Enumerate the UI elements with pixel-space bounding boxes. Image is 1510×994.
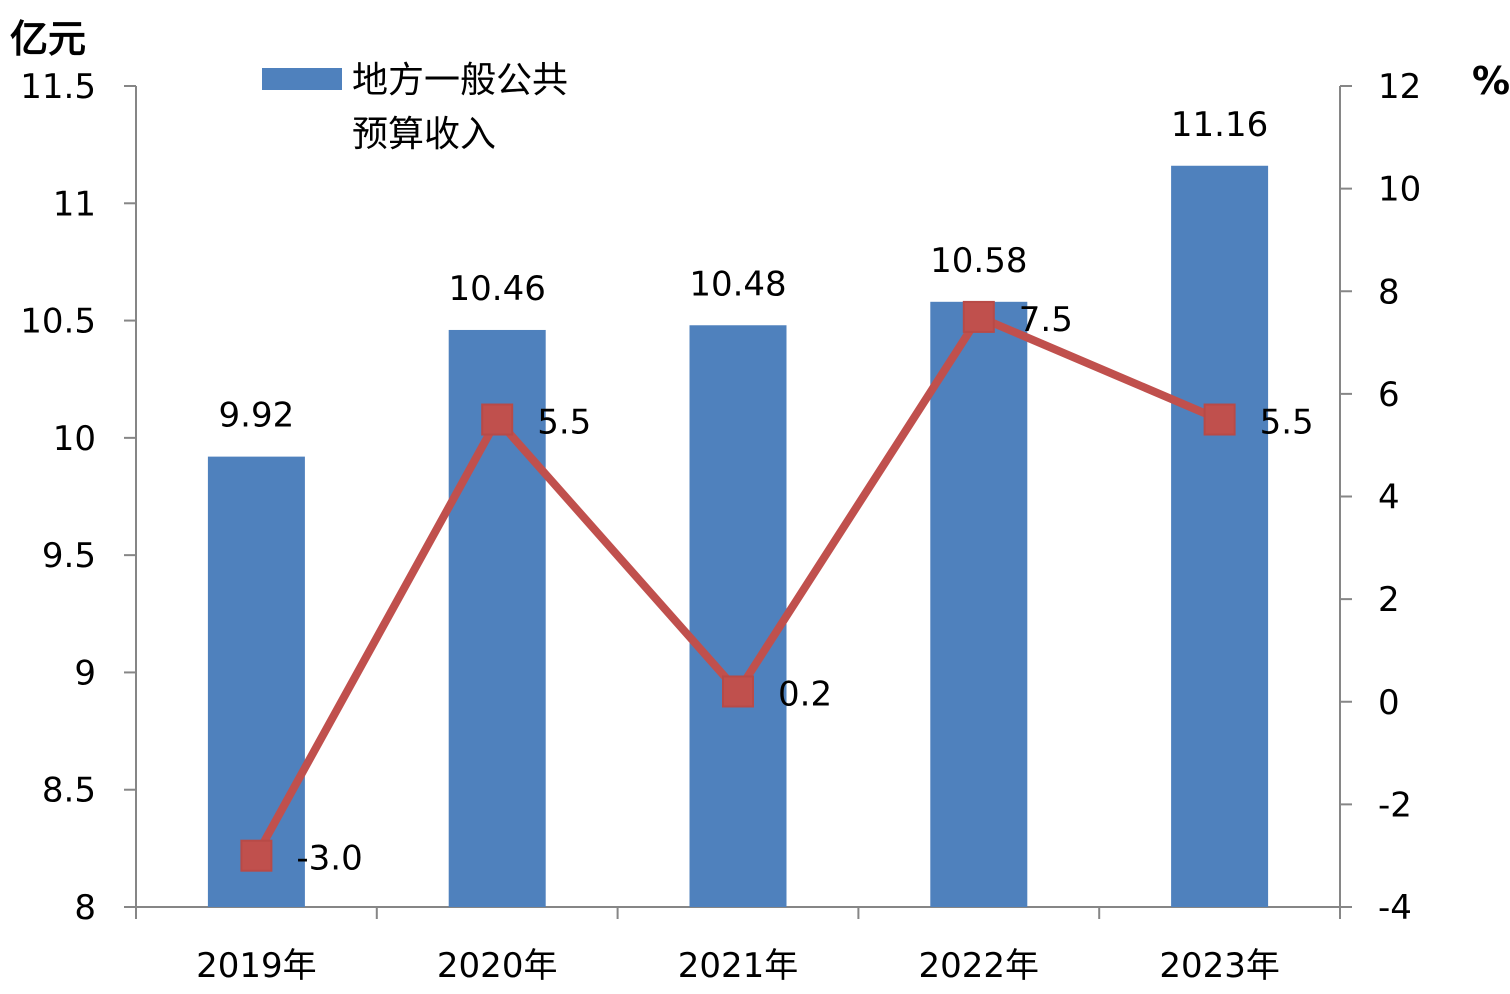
right-axis: -4 -2 0 2 4 6 8 10 12 bbox=[1339, 67, 1421, 928]
line-value-label: 0.2 bbox=[778, 674, 832, 714]
bar bbox=[689, 325, 787, 908]
right-axis-unit: % bbox=[1472, 59, 1510, 103]
right-axis-tick-label: -2 bbox=[1378, 785, 1412, 825]
right-axis-tick-label: 0 bbox=[1378, 683, 1400, 723]
right-axis-tick-label: 10 bbox=[1378, 170, 1421, 210]
right-axis-tick-label: 2 bbox=[1378, 580, 1400, 620]
line-point-marker bbox=[1203, 403, 1236, 436]
bars: 9.92 10.46 10.48 10.58 11.16 bbox=[207, 105, 1269, 908]
bar bbox=[1171, 165, 1269, 908]
x-axis-tick-label: 2021年 bbox=[678, 946, 799, 986]
left-axis-tick-label: 11.5 bbox=[20, 67, 96, 107]
line-point-marker bbox=[240, 839, 273, 872]
left-axis: 8 8.5 9 9.5 10 10.5 11 11.5 bbox=[20, 67, 137, 928]
line-point-marker bbox=[722, 675, 754, 708]
left-axis-unit: 亿元 bbox=[10, 17, 86, 61]
line-value-label: 5.5 bbox=[537, 403, 591, 443]
x-axis-tick-label: 2023年 bbox=[1159, 946, 1280, 986]
line-value-label: -3.0 bbox=[296, 839, 362, 879]
left-axis-tick-label: 10.5 bbox=[20, 302, 96, 342]
left-axis-tick-label: 10 bbox=[53, 419, 96, 459]
bar-value-label: 10.48 bbox=[689, 264, 786, 304]
x-axis-tick-label: 2020年 bbox=[437, 946, 558, 986]
legend-label-line2: 预算收入 bbox=[352, 114, 496, 155]
bar bbox=[930, 301, 1028, 907]
left-axis-tick-label: 11 bbox=[53, 184, 96, 224]
growth-line: -3.0 5.5 0.2 7.5 5.5 bbox=[240, 300, 1314, 879]
bar-value-label: 11.16 bbox=[1171, 105, 1268, 145]
right-axis-tick-label: 4 bbox=[1378, 478, 1400, 518]
line-point-marker bbox=[481, 403, 514, 436]
right-axis-tick-label: -4 bbox=[1378, 888, 1412, 928]
legend-label-line1: 地方一般公共 bbox=[352, 60, 568, 101]
bar-value-label: 10.46 bbox=[449, 269, 546, 309]
line-value-label: 5.5 bbox=[1260, 403, 1314, 443]
x-axis-tick-label: 2022年 bbox=[919, 946, 1040, 986]
right-axis-tick-label: 6 bbox=[1378, 375, 1400, 415]
bar bbox=[207, 456, 305, 907]
line-value-label: 7.5 bbox=[1019, 300, 1073, 340]
right-axis-tick-label: 8 bbox=[1378, 272, 1400, 312]
x-axis: 2019年 2020年 2021年 2022年 2023年 bbox=[135, 906, 1341, 986]
line-point-marker bbox=[962, 300, 995, 333]
bar-value-label: 9.92 bbox=[219, 396, 295, 436]
right-axis-tick-label: 12 bbox=[1378, 67, 1421, 107]
x-axis-tick-label: 2019年 bbox=[196, 946, 317, 986]
legend-swatch bbox=[262, 68, 342, 90]
left-axis-tick-label: 9 bbox=[74, 653, 96, 693]
bar-value-label: 10.58 bbox=[930, 241, 1027, 281]
left-axis-tick-label: 9.5 bbox=[42, 536, 96, 576]
left-axis-tick-label: 8.5 bbox=[42, 771, 96, 811]
left-axis-tick-label: 8 bbox=[74, 888, 96, 928]
